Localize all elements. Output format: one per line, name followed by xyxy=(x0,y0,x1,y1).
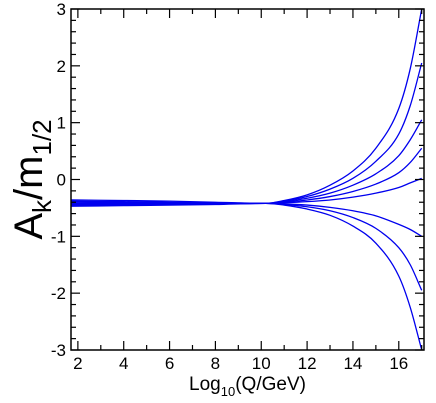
y-label-subscript-k: k xyxy=(27,199,57,213)
plot-frame xyxy=(70,8,425,351)
y-tick-label: -3 xyxy=(51,341,66,360)
x-tick-label: 12 xyxy=(298,354,317,373)
y-label-subscript-half: 1/2 xyxy=(27,119,57,155)
y-tick-label: 2 xyxy=(57,57,66,76)
series-line-7 xyxy=(71,202,423,291)
x-label-rest: (Q/GeV) xyxy=(235,374,306,395)
x-tick-label: 8 xyxy=(211,354,220,373)
y-tick-label: 1 xyxy=(57,114,66,133)
x-tick-label: 14 xyxy=(343,354,362,373)
series-line-5 xyxy=(71,177,422,205)
x-tick-label: 6 xyxy=(165,354,174,373)
y-tick-label: -2 xyxy=(51,284,66,303)
x-tick-label: 2 xyxy=(73,354,82,373)
y-tick-label: -1 xyxy=(51,227,66,246)
y-tick-label: 3 xyxy=(57,0,66,19)
series-line-2 xyxy=(70,62,423,205)
series-line-8 xyxy=(70,202,423,351)
y-tick-label: 0 xyxy=(57,171,66,190)
x-tick-label: 10 xyxy=(252,354,271,373)
x-axis-ticks: 2 4 6 8 10 12 14 16 xyxy=(73,9,423,373)
x-tick-label: 4 xyxy=(119,354,128,373)
series-line-6 xyxy=(70,202,423,237)
series-line-3 xyxy=(70,119,423,205)
series-line-1 xyxy=(70,8,423,205)
y-label-slash: /m xyxy=(7,156,51,200)
x-label-subscript: 10 xyxy=(221,384,235,399)
x-label-base: Log xyxy=(189,374,221,395)
x-axis-label: Log10(Q/GeV) xyxy=(189,374,306,399)
y-axis-label: Ak/m1/2 xyxy=(7,119,57,239)
x-tick-label: 16 xyxy=(389,354,408,373)
y-axis-ticks: -3 -2 -1 0 1 2 3 xyxy=(51,0,424,360)
plot-lines xyxy=(70,8,423,351)
y-label-base: A xyxy=(7,213,51,240)
